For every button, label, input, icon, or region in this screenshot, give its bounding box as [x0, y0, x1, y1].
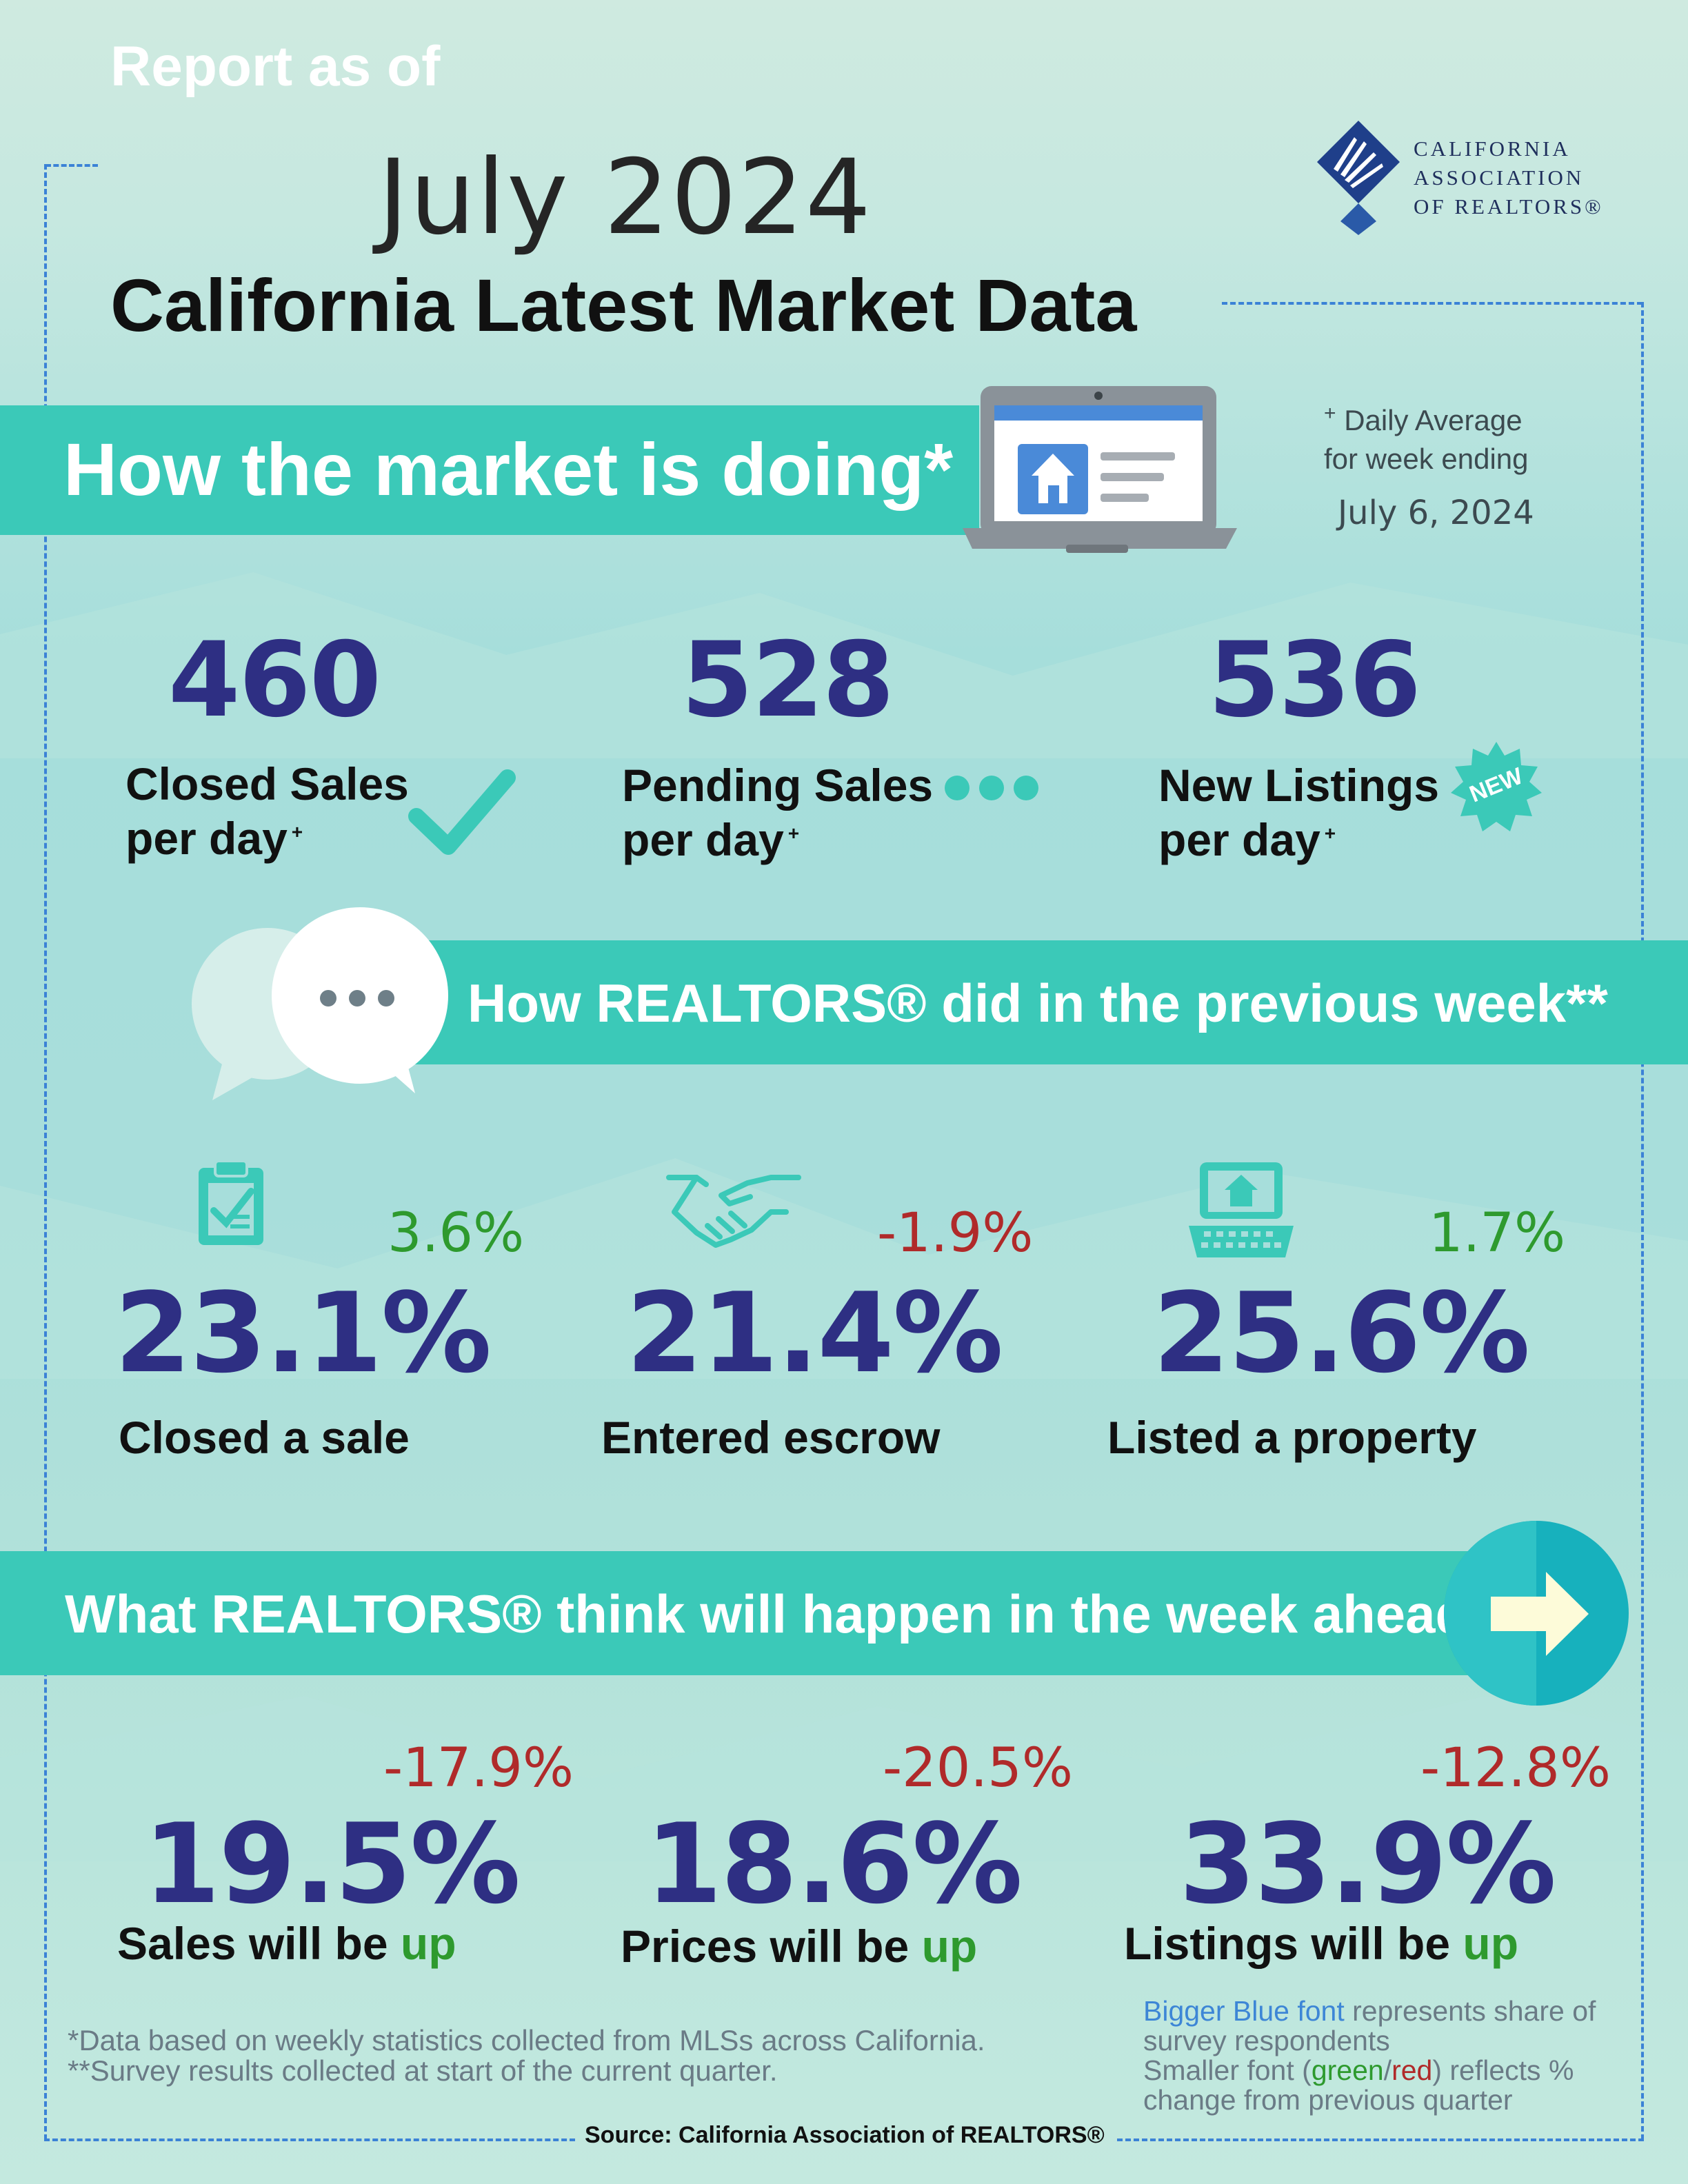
frame-bottom-left: [44, 2138, 575, 2141]
legend: Bigger Blue font represents share of sur…: [1143, 1996, 1596, 2115]
laptop-house-icon: [1189, 1162, 1294, 1257]
closed-sales-label: Closed Sales per day +: [125, 758, 409, 864]
market-section-band: [0, 405, 979, 535]
note-line-1: + Daily Average: [1324, 402, 1523, 436]
entered-escrow-change: -1.9%: [877, 1202, 1034, 1264]
note-line-2: for week ending: [1324, 443, 1529, 475]
frame-right: [1641, 302, 1644, 2140]
week-ahead-section-band: [0, 1551, 1503, 1675]
clipboard-icon: [199, 1160, 263, 1245]
closed-sale-change: 3.6%: [388, 1202, 525, 1264]
logo-line-1: CALIFORNIA: [1414, 136, 1571, 161]
footnote-1: *Data based on weekly statistics collect…: [68, 2024, 985, 2056]
report-month: July 2024: [378, 138, 873, 258]
listings-outlook-label: Listings will be up: [1124, 1918, 1519, 1969]
week-ahead-section-title: What REALTORS® think will happen in the …: [65, 1584, 1510, 1644]
handshake-icon: [666, 1175, 801, 1248]
pending-sales-value: 528: [681, 620, 894, 740]
prices-outlook-value: 18.6%: [645, 1799, 1023, 1928]
closed-sale-label: Closed a sale: [119, 1412, 410, 1463]
listings-outlook-value: 33.9%: [1179, 1799, 1556, 1928]
sales-outlook-value: 19.5%: [143, 1799, 521, 1928]
car-logo: CALIFORNIA ASSOCIATION OF REALTORS®: [1310, 114, 1614, 238]
legend-line-1: Bigger Blue font represents share of: [1143, 1995, 1596, 2027]
new-listings-value: 536: [1208, 620, 1421, 740]
speech-bubbles-icon: [192, 907, 448, 1100]
previous-week-section-band: [401, 940, 1688, 1064]
week-ending-date: July 6, 2024: [1338, 494, 1534, 532]
closed-sale-value: 23.1%: [114, 1268, 492, 1397]
frame-top-right: [1222, 302, 1642, 305]
background-shape: [0, 1696, 1688, 1861]
legend-line-4: change from previous quarter: [1143, 2084, 1513, 2116]
frame-left: [44, 164, 47, 2140]
car-logo-mark-icon: [1317, 121, 1400, 235]
source-credit: Source: California Association of REALTO…: [585, 2122, 1105, 2148]
legend-line-3: Smaller font (green/red) reflects %: [1143, 2054, 1574, 2086]
listed-property-label: Listed a property: [1107, 1412, 1477, 1463]
daily-average-note: + Daily Average for week ending July 6, …: [1324, 394, 1534, 532]
report-as-of-label: Report as of: [110, 35, 441, 98]
closed-sales-value: 460: [168, 620, 381, 740]
entered-escrow-label: Entered escrow: [601, 1412, 941, 1463]
logo-line-3: OF REALTORS®: [1414, 194, 1604, 219]
footnotes: *Data based on weekly statistics collect…: [68, 2025, 985, 2086]
sales-outlook-label: Sales will be up: [117, 1918, 456, 1969]
page-title: California Latest Market Data: [110, 263, 1137, 347]
legend-line-2: survey respondents: [1143, 2025, 1390, 2056]
arrow-right-icon: [1444, 1521, 1629, 1706]
frame-bottom-right: [1117, 2138, 1644, 2141]
pending-sales-label: Pending Sales per day +: [622, 760, 934, 865]
prices-outlook-label: Prices will be up: [621, 1921, 978, 1972]
frame-top-left: [46, 164, 98, 167]
market-section-title: How the market is doing*: [63, 427, 954, 511]
car-logo-text: CALIFORNIA ASSOCIATION OF REALTORS®: [1414, 134, 1604, 221]
laptop-house-listing-icon: [963, 386, 1237, 553]
listed-property-value: 25.6%: [1153, 1268, 1530, 1397]
new-badge-icon: NEW: [1448, 739, 1545, 836]
logo-line-2: ASSOCIATION: [1414, 165, 1585, 190]
three-dots-icon: [945, 776, 1038, 800]
prices-outlook-change: -20.5%: [883, 1737, 1073, 1799]
listed-property-change: 1.7%: [1429, 1202, 1566, 1264]
footnote-2: **Survey results collected at start of t…: [68, 2054, 778, 2087]
previous-week-section-title: How REALTORS® did in the previous week**: [468, 973, 1608, 1033]
entered-escrow-value: 21.4%: [626, 1268, 1003, 1397]
listings-outlook-change: -12.8%: [1420, 1737, 1611, 1799]
checkmark-icon: [408, 769, 516, 855]
new-listings-label: New Listings per day +: [1158, 760, 1440, 865]
sales-outlook-change: -17.9%: [383, 1737, 574, 1799]
